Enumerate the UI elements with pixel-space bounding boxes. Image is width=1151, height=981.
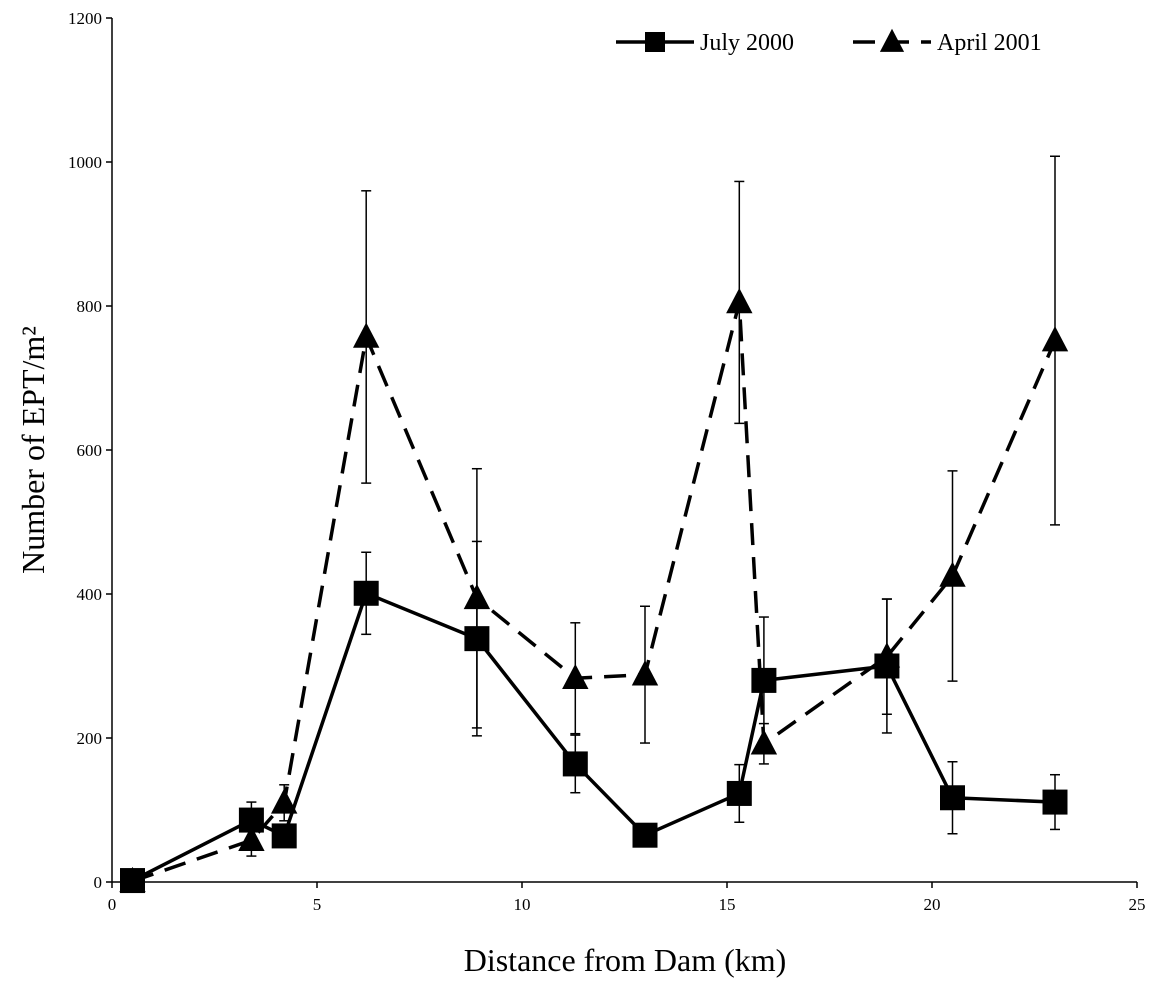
data-point bbox=[632, 822, 658, 848]
y-tick-label: 0 bbox=[94, 873, 103, 892]
legend-label: April 2001 bbox=[937, 30, 1042, 56]
x-tick-label: 25 bbox=[1129, 895, 1146, 914]
data-point bbox=[271, 788, 298, 814]
series-april-2001 bbox=[119, 155, 1069, 893]
y-tick-label: 1000 bbox=[68, 153, 102, 172]
data-point bbox=[353, 322, 380, 348]
series-july-2000 bbox=[120, 540, 1068, 894]
data-point bbox=[463, 583, 491, 610]
data-point bbox=[119, 866, 146, 893]
x-tick-label: 0 bbox=[108, 895, 117, 914]
legend: July 2000 April 2001 bbox=[616, 28, 1042, 56]
axes: 0 200 400 600 800 1000 1200 0 5 10 15 20 25 bbox=[68, 9, 1146, 914]
data-point bbox=[562, 663, 589, 690]
y-tick-label: 200 bbox=[77, 729, 103, 748]
series-layer bbox=[119, 155, 1069, 894]
legend-marker bbox=[879, 28, 905, 52]
legend-item: July 2000 bbox=[616, 30, 794, 56]
data-point bbox=[1041, 326, 1069, 352]
data-point bbox=[940, 785, 965, 811]
legend-marker bbox=[645, 32, 665, 52]
legend-item: April 2001 bbox=[853, 28, 1042, 56]
data-point bbox=[726, 288, 753, 314]
x-tick-label: 20 bbox=[924, 895, 941, 914]
data-point bbox=[750, 729, 778, 755]
data-point bbox=[353, 580, 379, 606]
y-tick-label: 600 bbox=[77, 441, 103, 460]
legend-label: July 2000 bbox=[700, 30, 794, 56]
x-tick-label: 10 bbox=[514, 895, 531, 914]
data-point bbox=[873, 642, 901, 668]
data-point bbox=[1042, 789, 1068, 815]
y-tick-label: 1200 bbox=[68, 9, 102, 28]
data-point bbox=[726, 780, 752, 806]
data-point bbox=[751, 667, 777, 693]
x-axis-title: Distance from Dam (km) bbox=[464, 942, 787, 978]
data-point bbox=[238, 825, 265, 852]
y-tick-label: 400 bbox=[77, 585, 103, 604]
data-point bbox=[562, 751, 588, 777]
series-line bbox=[131, 591, 1056, 883]
x-tick-label: 15 bbox=[719, 895, 736, 914]
series-line bbox=[131, 300, 1057, 883]
data-point bbox=[271, 823, 297, 849]
data-point bbox=[631, 660, 659, 686]
x-tick-label: 5 bbox=[313, 895, 322, 914]
data-point bbox=[939, 561, 966, 587]
y-axis-title: Number of EPT/m² bbox=[15, 326, 51, 574]
y-tick-label: 800 bbox=[77, 297, 103, 316]
